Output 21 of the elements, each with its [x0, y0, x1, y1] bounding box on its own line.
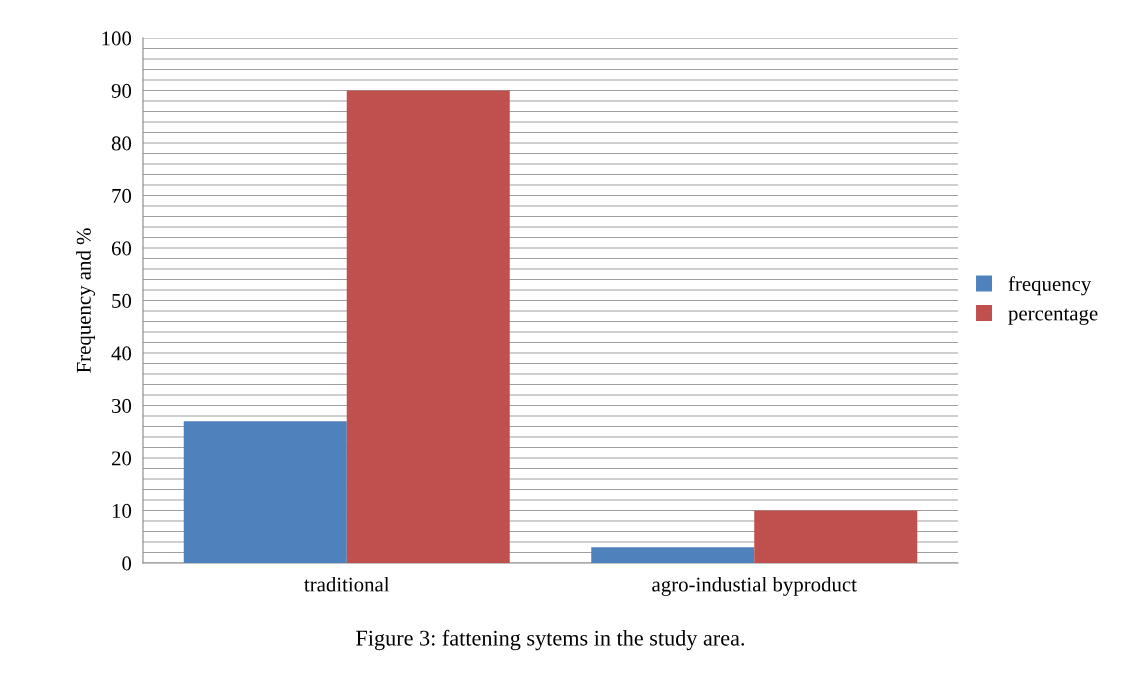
y-tick-label: 100: [102, 31, 132, 46]
y-tick-label: 50: [112, 293, 132, 308]
y-axis-title: Frequency and %: [76, 228, 96, 373]
bar: [754, 510, 918, 563]
x-tick-label: traditional: [304, 576, 390, 592]
y-tick-label: 60: [111, 241, 132, 256]
y-tick-label: 20: [111, 451, 132, 466]
y-tick-label: 30: [112, 398, 132, 413]
y-tick-label: 70: [112, 188, 132, 203]
y-tick-label: 80: [111, 136, 132, 151]
y-tick-label: 40: [111, 346, 132, 361]
y-tick-label: 0: [122, 556, 132, 571]
bar: [183, 421, 347, 563]
bar: [346, 90, 510, 563]
legend-label: percentage: [1008, 308, 1098, 325]
y-tick-label: 10: [112, 503, 132, 518]
legend-label: frequency: [1008, 276, 1092, 296]
bar: [591, 547, 755, 563]
y-tick-label: 90: [111, 83, 132, 98]
text: Figure 3: fattening sytems in the study area.: [356, 629, 745, 651]
x-tick-label: agro-industial byproduct: [652, 576, 857, 596]
